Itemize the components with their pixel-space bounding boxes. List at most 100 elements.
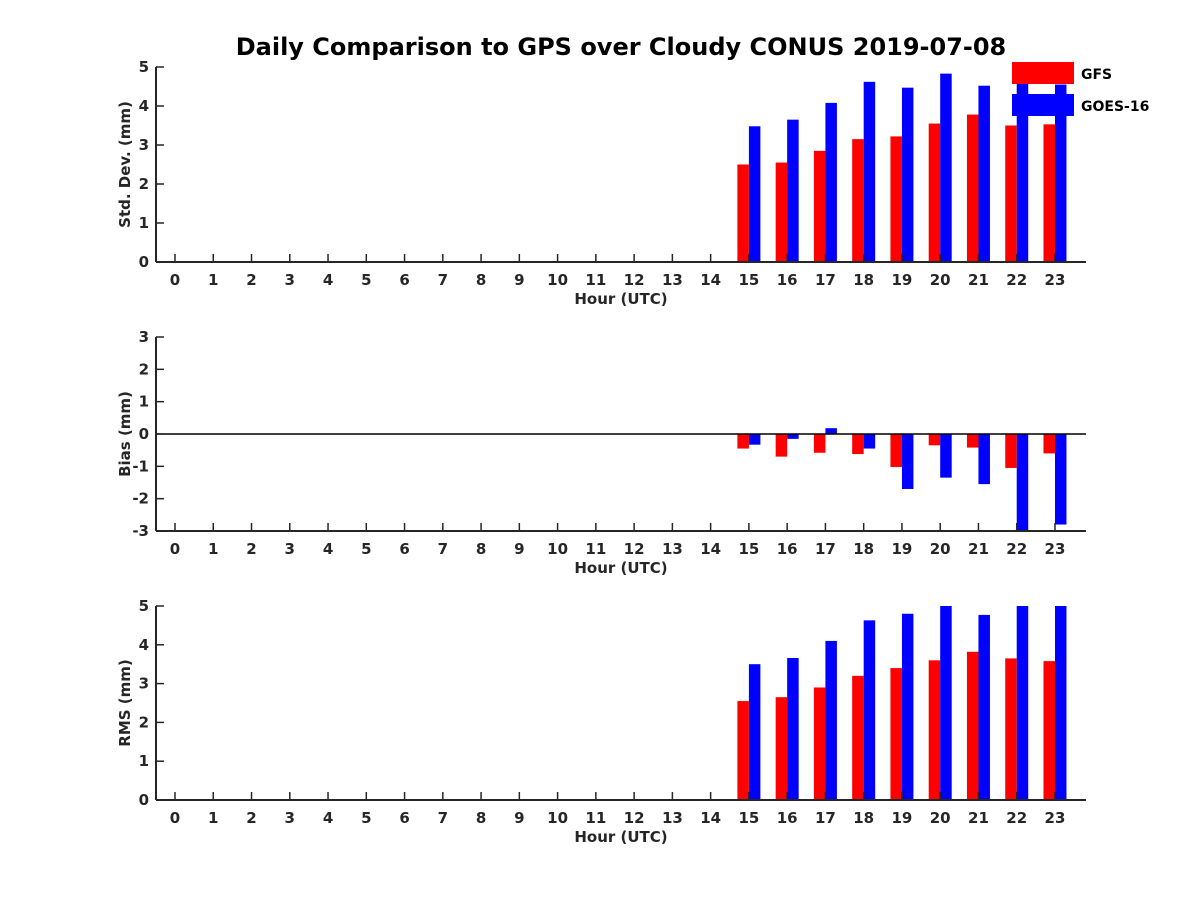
rms-bar-gfs-19: [890, 668, 902, 800]
std-dev-x-tick-label: 20: [930, 271, 951, 289]
bias-y-tick-label: 0: [139, 425, 149, 443]
std-dev-bar-gfs-16: [775, 162, 788, 262]
bias-bar-gfs-17: [813, 434, 826, 453]
std-dev-y-tick-label: 2: [139, 175, 149, 193]
bias-bar-goes-16-23: [1054, 434, 1067, 525]
rms-x-tick-label: 4: [323, 809, 333, 827]
bias-bar-gfs-19: [890, 434, 902, 467]
rms-bar-goes-16-20: [940, 606, 952, 800]
bias-series-gfs: [737, 434, 1055, 468]
rms-x-tick-label: 11: [585, 809, 606, 827]
bias-bar-gfs-20: [928, 434, 941, 446]
rms-x-tick-label: 23: [1045, 809, 1066, 827]
std-dev-series-goes-16: [748, 73, 1067, 263]
figure-title: Daily Comparison to GPS over Cloudy CONU…: [236, 33, 1007, 61]
rms-x-tick-label: 14: [700, 809, 721, 827]
std-dev-x-axis-label: Hour (UTC): [574, 290, 667, 308]
rms-x-tick-label: 10: [547, 809, 568, 827]
rms-x-tick-label: 8: [476, 809, 486, 827]
rms-x-tick-label: 3: [285, 809, 295, 827]
std-dev-x-tick-label: 18: [853, 271, 874, 289]
rms-bar-gfs-21: [966, 651, 979, 800]
std-dev-bar-gfs-19: [890, 136, 902, 262]
std-dev-x-tick-label: 12: [624, 271, 645, 289]
bias-x-tick-label: 12: [624, 540, 645, 558]
rms-bar-goes-16-16: [787, 657, 799, 800]
rms-x-tick-label: 16: [777, 809, 798, 827]
std-dev-x-tick-label: 23: [1045, 271, 1066, 289]
std-dev-x-tick-label: 3: [285, 271, 295, 289]
bias-x-tick-label: 8: [476, 540, 486, 558]
bias-bar-goes-16-21: [978, 434, 990, 485]
std-dev-bar-goes-16-21: [978, 85, 990, 262]
rms-x-tick-label: 12: [624, 809, 645, 827]
bias-bar-goes-16-22: [1016, 434, 1029, 531]
legend-swatch-goes-16: [1012, 94, 1074, 116]
bias-x-tick-label: 11: [585, 540, 606, 558]
bias-x-tick-label: 7: [438, 540, 448, 558]
std-dev-bar-gfs-23: [1043, 124, 1055, 262]
rms-y-tick-label: 4: [139, 636, 149, 654]
std-dev-x-tick-label: 15: [738, 271, 759, 289]
rms-bar-gfs-22: [1005, 658, 1017, 800]
rms-bar-gfs-16: [775, 697, 788, 800]
rms-x-tick-label: 6: [399, 809, 409, 827]
std-dev-bar-goes-16-16: [787, 119, 799, 263]
std-dev-bar-goes-16-20: [940, 73, 952, 262]
std-dev-x-tick-label: 0: [170, 271, 180, 289]
bias-x-tick-label: 16: [777, 540, 798, 558]
std-dev-y-axis-label: Std. Dev. (mm): [116, 101, 134, 228]
bias-x-axis-label: Hour (UTC): [574, 559, 667, 577]
std-dev-x-tick-label: 22: [1006, 271, 1027, 289]
rms-x-tick-label: 20: [930, 809, 951, 827]
legend-label-gfs: GFS: [1081, 67, 1112, 83]
bias-bar-gfs-21: [966, 434, 979, 448]
std-dev-bar-goes-16-19: [901, 87, 914, 262]
std-dev-bar-goes-16-23: [1054, 84, 1067, 262]
std-dev-bar-gfs-20: [928, 123, 941, 262]
std-dev-bar-goes-16-18: [863, 81, 876, 262]
std-dev-bar-gfs-21: [966, 114, 979, 262]
std-dev-bar-gfs-22: [1005, 125, 1017, 262]
std-dev-bar-goes-16-22: [1016, 83, 1029, 262]
std-dev-x-tick-label: 13: [662, 271, 683, 289]
std-dev-x-tick-label: 2: [246, 271, 256, 289]
std-dev-y-tick-label: 3: [139, 136, 149, 154]
std-dev-series-gfs: [737, 114, 1055, 262]
std-dev-x-tick-label: 19: [892, 271, 913, 289]
bias-x-tick-label: 6: [399, 540, 409, 558]
rms-x-tick-label: 9: [514, 809, 524, 827]
rms-bar-goes-16-22: [1016, 606, 1029, 800]
std-dev-bar-goes-16-17: [825, 102, 837, 262]
rms-bar-goes-16-18: [863, 620, 876, 800]
bias-y-tick-label: 1: [139, 393, 149, 411]
rms-bar-gfs-23: [1043, 661, 1055, 800]
std-dev-bar-goes-16-15: [748, 126, 761, 262]
bias-bar-goes-16-15: [748, 434, 761, 445]
std-dev-x-tick-label: 17: [815, 271, 836, 289]
bias-x-tick-label: 1: [208, 540, 218, 558]
std-dev-bar-gfs-17: [813, 150, 826, 262]
std-dev-x-tick-label: 14: [700, 271, 721, 289]
rms-bar-goes-16-23: [1054, 606, 1067, 800]
bias-x-tick-label: 9: [514, 540, 524, 558]
rms-x-tick-label: 7: [438, 809, 448, 827]
bias-x-tick-label: 4: [323, 540, 333, 558]
rms-bar-gfs-20: [928, 660, 941, 800]
std-dev-y-tick-label: 4: [139, 97, 149, 115]
std-dev-x-tick-label: 6: [399, 271, 409, 289]
bias-x-tick-label: 14: [700, 540, 721, 558]
std-dev-x-tick-label: 7: [438, 271, 448, 289]
bias-bar-gfs-15: [737, 434, 749, 449]
rms-bar-goes-16-15: [748, 664, 761, 800]
bias-x-tick-label: 22: [1006, 540, 1027, 558]
rms-y-axis-label: RMS (mm): [116, 659, 134, 746]
std-dev-x-tick-label: 11: [585, 271, 606, 289]
rms-bar-gfs-17: [813, 687, 826, 800]
rms-y-tick-label: 2: [139, 713, 149, 731]
rms-x-tick-label: 15: [738, 809, 759, 827]
rms-series-gfs: [737, 651, 1055, 800]
